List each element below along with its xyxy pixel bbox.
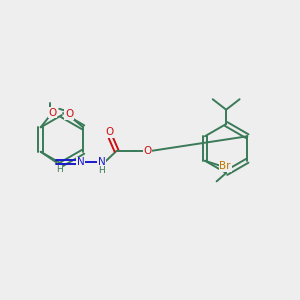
Text: O: O	[48, 108, 56, 118]
Text: O: O	[143, 146, 152, 156]
Text: H: H	[98, 166, 105, 175]
Text: O: O	[105, 127, 113, 137]
Text: N: N	[98, 157, 106, 167]
Text: H: H	[56, 165, 63, 174]
Text: Br: Br	[220, 161, 231, 171]
Text: O: O	[65, 110, 73, 119]
Text: N: N	[77, 157, 85, 167]
